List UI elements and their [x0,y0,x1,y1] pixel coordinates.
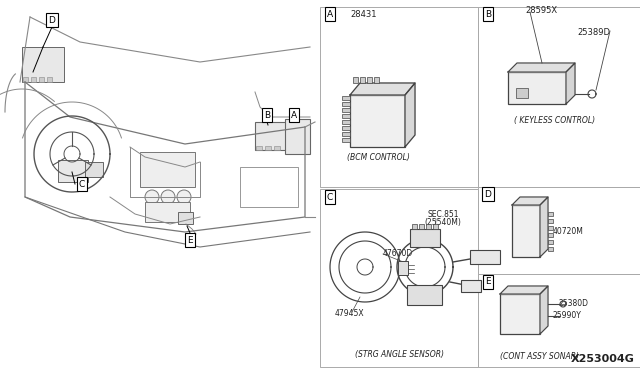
Text: 25389D: 25389D [577,28,610,36]
Bar [47,77,52,82]
Bar [22,47,64,82]
Bar [39,77,44,82]
Polygon shape [540,197,548,257]
Text: 40720M: 40720M [553,227,584,235]
Bar [342,126,350,130]
Bar [353,77,358,83]
Text: A: A [327,10,333,19]
Bar [374,77,379,83]
Bar [478,7,640,187]
Text: D: D [49,16,56,25]
Polygon shape [512,197,548,205]
Text: D: D [484,189,492,199]
Bar [548,212,553,216]
Bar [256,146,262,150]
Text: 28595X: 28595X [525,6,557,15]
Bar [342,132,350,136]
Bar [412,224,417,229]
Bar [548,219,553,223]
Bar [548,226,553,230]
Text: X253004G: X253004G [571,354,635,364]
Text: 25380D: 25380D [559,299,589,308]
Polygon shape [508,63,575,72]
Bar [512,205,540,257]
Bar [470,250,500,264]
Text: E: E [187,235,193,244]
Bar [342,102,350,106]
Bar [320,7,478,187]
Bar [178,212,193,224]
Bar [407,285,442,305]
Bar [255,122,290,150]
Bar [500,294,540,334]
Bar [516,88,528,98]
Circle shape [145,190,159,204]
Text: C: C [79,180,85,189]
Bar [461,280,481,292]
Text: C: C [327,192,333,202]
Bar [342,138,350,142]
Bar [367,77,372,83]
Bar [342,108,350,112]
Circle shape [161,190,175,204]
Text: 47670D: 47670D [383,250,413,259]
Bar [58,160,88,182]
Text: 28431: 28431 [350,10,376,19]
Bar [360,77,365,83]
Text: (25540M): (25540M) [424,218,461,227]
Bar [478,187,640,274]
Text: 25990Y: 25990Y [553,311,582,321]
Text: B: B [264,110,270,119]
Text: (STRG ANGLE SENSOR): (STRG ANGLE SENSOR) [355,350,445,359]
Bar [145,202,190,222]
Bar [85,162,103,177]
Text: SEC.851: SEC.851 [428,209,459,218]
Bar [548,240,553,244]
Bar [433,224,438,229]
Bar [342,120,350,124]
Bar [426,224,431,229]
Bar [548,233,553,237]
Bar [508,72,566,104]
Bar [285,119,310,154]
Text: A: A [291,110,297,119]
Text: B: B [485,10,491,19]
Polygon shape [540,286,548,334]
Bar [320,189,478,367]
Polygon shape [405,83,415,147]
Bar [350,95,405,147]
Bar [478,274,640,367]
Bar [419,224,424,229]
Circle shape [177,190,191,204]
Bar [274,146,280,150]
Polygon shape [500,286,548,294]
Bar [342,114,350,118]
Bar [140,152,195,187]
Polygon shape [350,83,415,95]
Bar [398,261,408,275]
Text: E: E [485,278,491,286]
Bar [240,167,298,207]
Text: 47945X: 47945X [335,310,365,318]
Bar [410,229,440,247]
Text: (CONT ASSY SONAR): (CONT ASSY SONAR) [500,353,579,362]
Bar [548,247,553,251]
Text: (BCM CONTROL): (BCM CONTROL) [347,153,410,161]
Bar [23,77,28,82]
Text: ( KEYLESS CONTROL): ( KEYLESS CONTROL) [515,115,596,125]
Polygon shape [566,63,575,104]
Bar [342,96,350,100]
Bar [265,146,271,150]
Bar [31,77,36,82]
